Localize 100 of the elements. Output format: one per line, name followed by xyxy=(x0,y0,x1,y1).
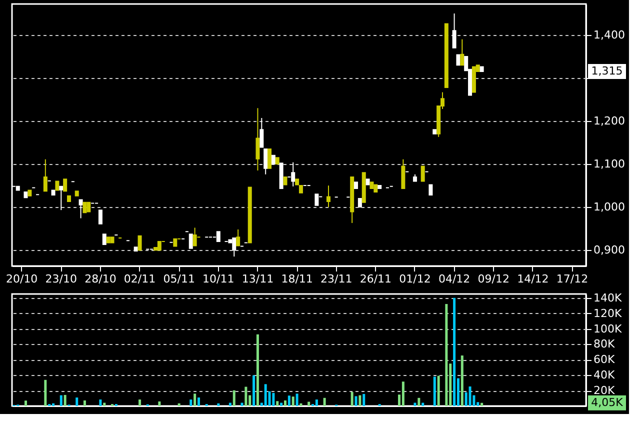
candlestick xyxy=(452,12,456,48)
candlestick xyxy=(260,118,264,148)
bar xyxy=(60,395,62,406)
y-tick-label: 0,900 xyxy=(594,244,625,257)
bar xyxy=(284,400,286,406)
candlestick xyxy=(291,162,296,187)
bar xyxy=(280,402,283,406)
bar xyxy=(158,401,161,406)
y-tick-label: 1,000 xyxy=(594,200,625,214)
bar xyxy=(138,400,142,406)
bar xyxy=(178,403,180,406)
candlestick xyxy=(63,178,68,192)
y-tick-label: 140K xyxy=(594,291,622,304)
bar xyxy=(103,402,106,406)
text: 1,315 xyxy=(591,64,623,78)
bar xyxy=(99,400,102,406)
bar xyxy=(468,386,472,406)
x-tick-label: 05/11 xyxy=(163,272,195,286)
x-tick-label: 04/12 xyxy=(438,272,470,286)
bar xyxy=(453,298,456,406)
text: 4,05K xyxy=(591,396,624,409)
candlestick xyxy=(256,108,260,171)
bar xyxy=(244,386,248,406)
x-tick-label: 17/12 xyxy=(556,272,588,286)
bar xyxy=(288,396,290,406)
x-tick-label: 18/11 xyxy=(281,272,313,286)
candlestick xyxy=(43,158,48,192)
bar xyxy=(24,400,28,406)
candlestick xyxy=(78,199,83,219)
candlestick xyxy=(314,194,319,206)
candlestick xyxy=(236,228,240,246)
bar xyxy=(252,375,256,406)
candlestick xyxy=(82,202,87,214)
bar xyxy=(264,384,267,406)
bar xyxy=(350,392,354,406)
bar xyxy=(272,392,275,406)
bar xyxy=(197,398,200,406)
candlestick xyxy=(192,227,197,246)
candlestick xyxy=(102,234,106,245)
y-tick-label: 1,100 xyxy=(594,158,625,171)
x-tick-label: 28/10 xyxy=(84,272,116,286)
bar xyxy=(232,390,236,406)
bar xyxy=(64,394,66,406)
bar xyxy=(276,401,279,406)
candlestick xyxy=(456,54,460,66)
bar xyxy=(83,400,86,406)
bar xyxy=(76,398,78,406)
bar xyxy=(240,402,244,406)
y-tick-label: 100K xyxy=(594,322,622,336)
y-tick-label: 20K xyxy=(594,384,616,398)
x-tick-label: 23/11 xyxy=(320,272,352,286)
bar xyxy=(217,403,220,406)
candlestick xyxy=(55,180,60,191)
bar xyxy=(402,382,404,406)
y-tick-label: 120K xyxy=(594,306,622,320)
candlestick xyxy=(188,234,193,249)
x-tick-label: 13/11 xyxy=(242,272,274,286)
candlestick xyxy=(86,202,91,212)
bar xyxy=(323,398,326,406)
candlestick xyxy=(138,235,142,251)
candlestick xyxy=(428,184,433,196)
bar xyxy=(437,376,440,406)
x-tick-label: 10/11 xyxy=(202,272,234,286)
candlestick xyxy=(216,231,220,242)
y-tick-label: 60K xyxy=(594,353,616,366)
candlestick xyxy=(59,186,64,211)
bar xyxy=(362,394,366,406)
candlestick xyxy=(232,238,236,258)
bar xyxy=(422,402,424,406)
y-tick-label: 1,400 xyxy=(594,28,625,42)
x-tick-label: 26/11 xyxy=(360,272,392,286)
bar xyxy=(445,304,448,406)
bar xyxy=(354,396,358,406)
bar xyxy=(256,334,259,406)
x-tick-label: 23/10 xyxy=(45,272,77,286)
candlestick xyxy=(420,166,425,182)
y-tick-label: 1,200 xyxy=(594,114,625,128)
bar xyxy=(228,402,232,406)
x-tick-label: 02/11 xyxy=(124,272,156,286)
bar xyxy=(296,394,298,406)
bar xyxy=(52,403,55,406)
x-tick-label: 14/12 xyxy=(517,272,549,286)
bar xyxy=(418,398,420,406)
bar xyxy=(480,402,484,406)
y-tick-label: 80K xyxy=(594,338,616,351)
bar xyxy=(308,402,310,406)
bar xyxy=(414,402,416,406)
bar xyxy=(433,376,436,406)
bar xyxy=(292,396,294,406)
candlestick xyxy=(401,158,406,190)
bar xyxy=(194,394,196,406)
candlestick xyxy=(268,148,272,169)
candlestick xyxy=(326,185,330,208)
candlestick xyxy=(98,210,102,224)
candlestick xyxy=(460,38,464,66)
candlestick xyxy=(264,148,268,175)
x-tick-label: 01/12 xyxy=(399,272,431,286)
bar xyxy=(44,380,47,406)
x-tick-label: 20/10 xyxy=(6,272,38,286)
y-tick-label: 40K xyxy=(594,368,616,382)
